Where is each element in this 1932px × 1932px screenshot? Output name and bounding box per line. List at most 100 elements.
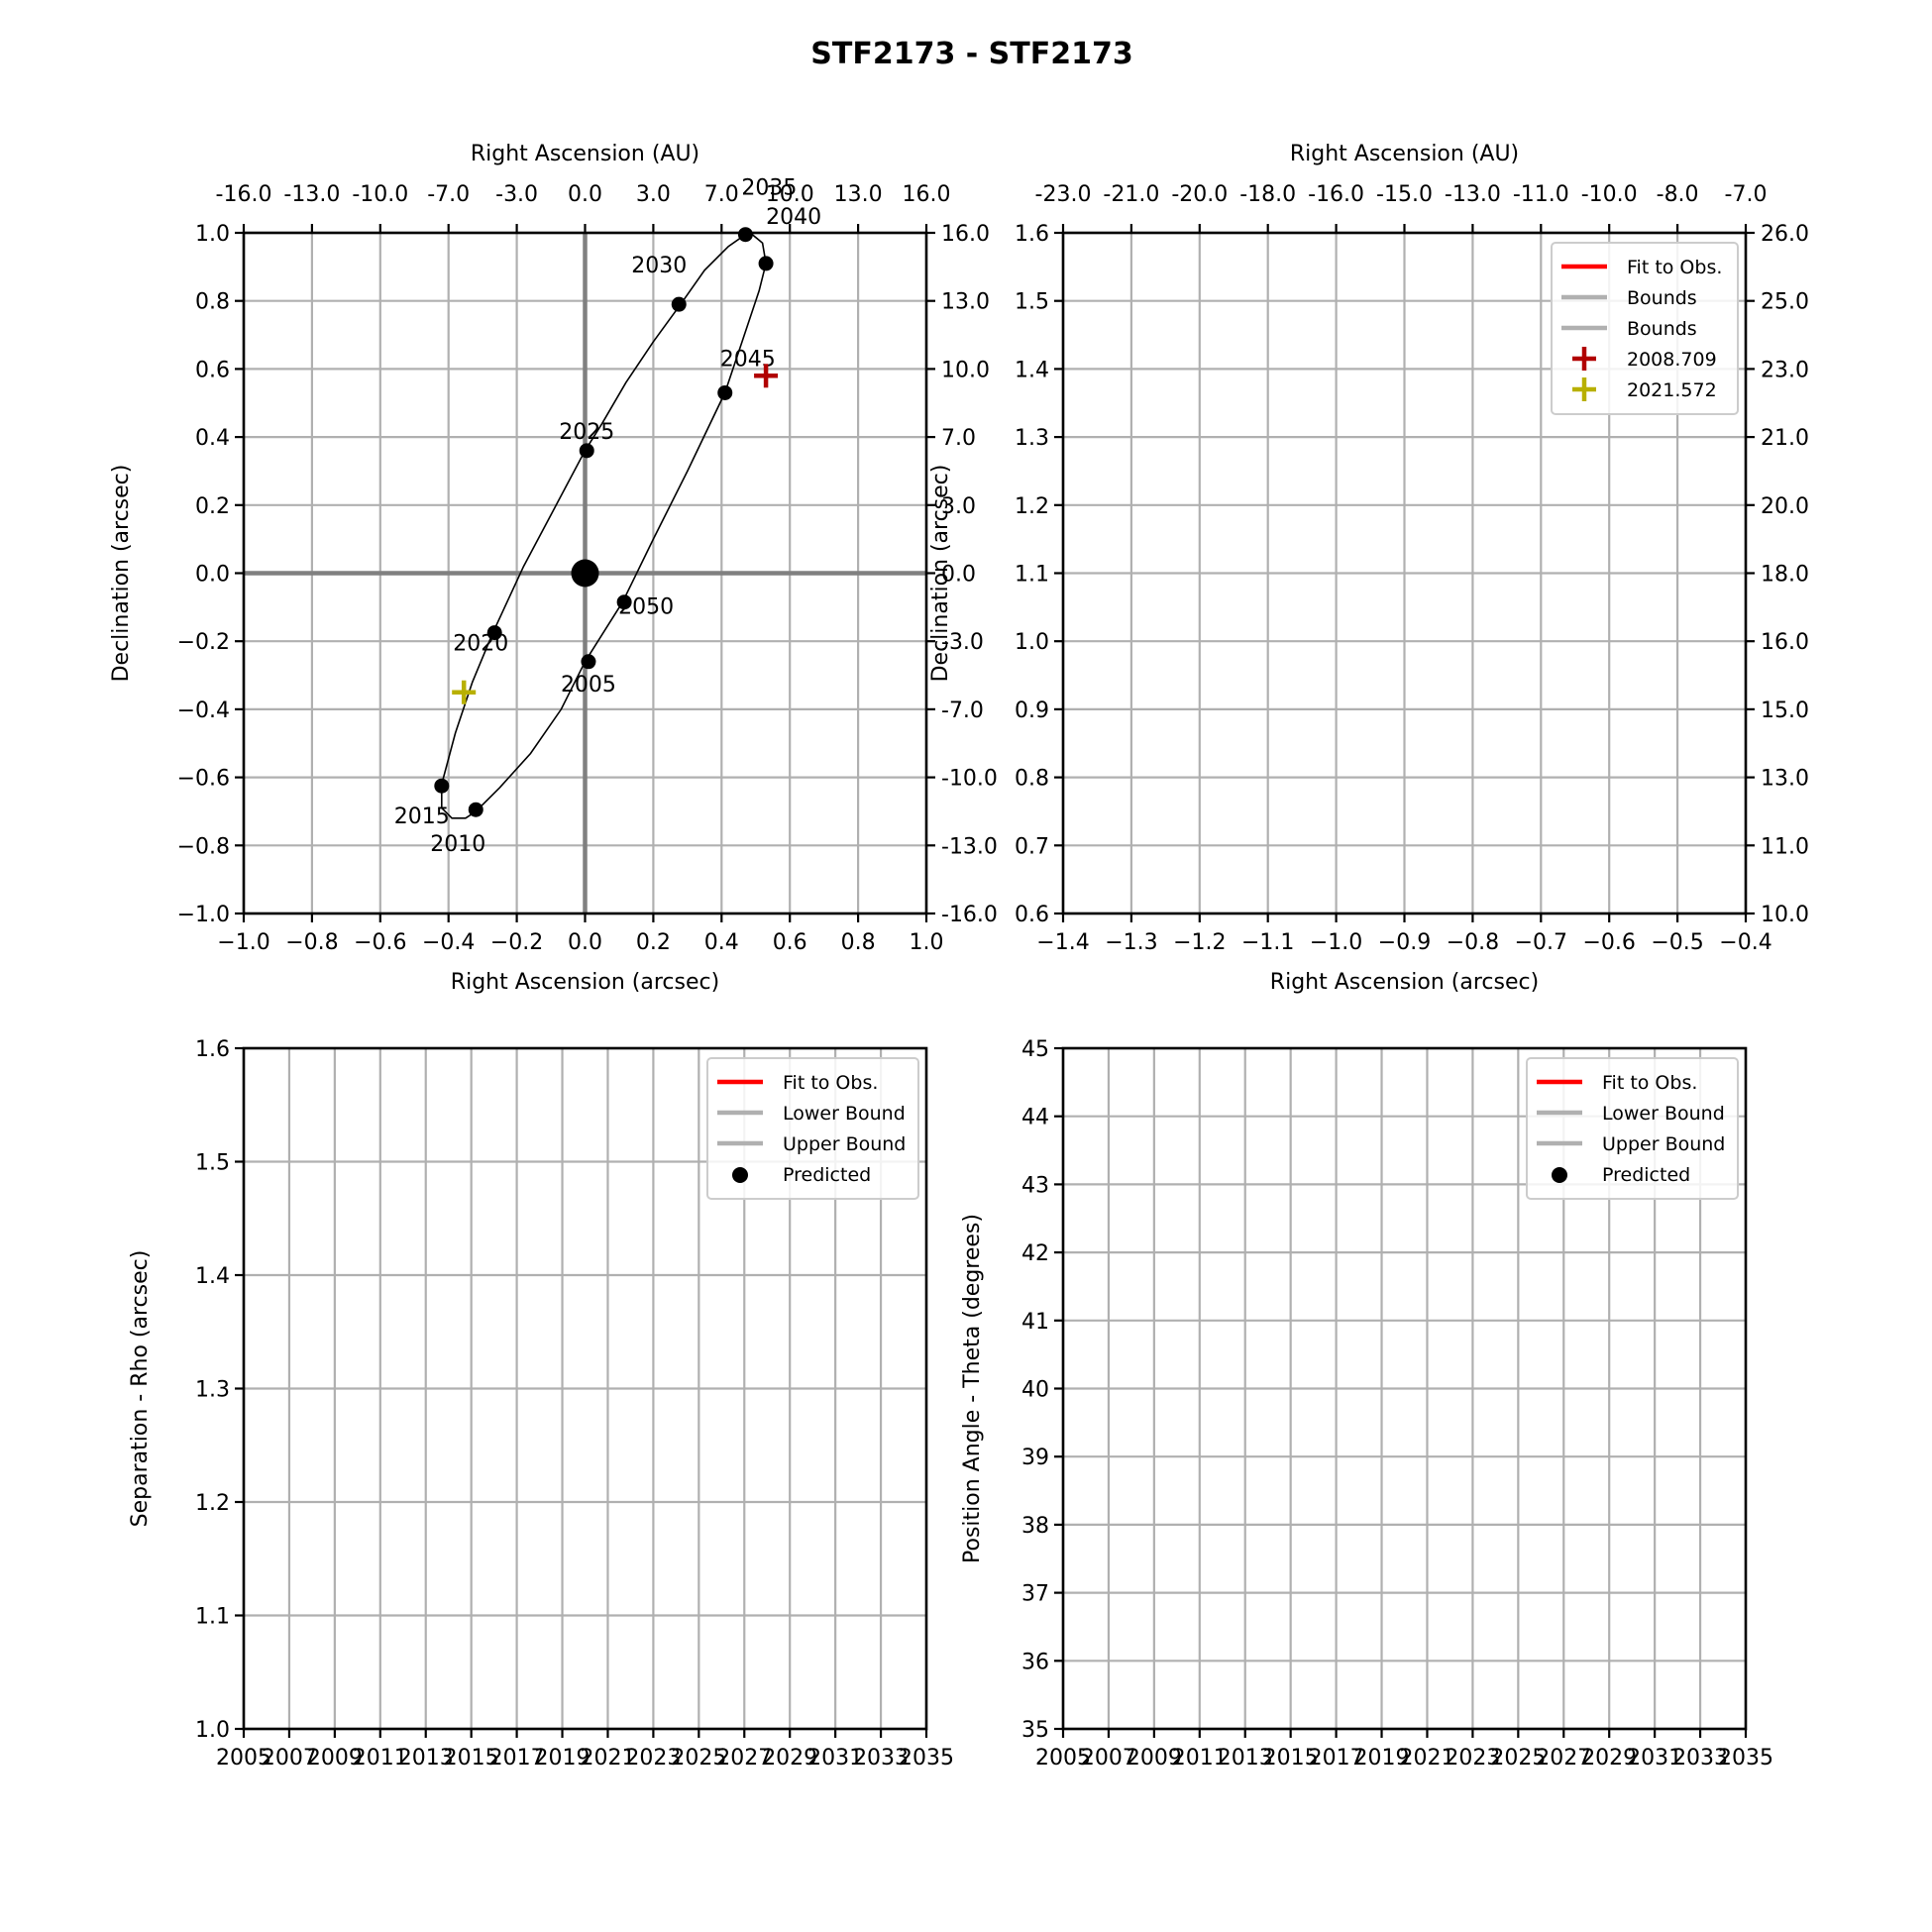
epoch-point xyxy=(671,296,687,312)
x-tick-label: 1.0 xyxy=(910,930,944,955)
y-tick-label: 38 xyxy=(1021,1514,1049,1539)
right-y-tick-label: -3.0 xyxy=(941,630,984,655)
legend-box xyxy=(1526,1057,1739,1200)
epoch-point xyxy=(468,802,483,817)
right-y-tick-label: -7.0 xyxy=(941,698,984,723)
top-x-axis-label: Right Ascension (AU) xyxy=(471,142,699,166)
y-tick-label: 37 xyxy=(1021,1582,1049,1607)
x-tick-label: 2007 xyxy=(262,1746,317,1771)
legend-label: Bounds xyxy=(1627,318,1697,340)
y-tick-label: −0.2 xyxy=(177,630,230,655)
x-tick-label: −0.5 xyxy=(1651,930,1703,955)
epoch-point xyxy=(717,384,733,400)
x-tick-label: 2017 xyxy=(489,1746,545,1771)
x-tick-label: 2027 xyxy=(716,1746,772,1771)
x-tick-label: 2025 xyxy=(1490,1746,1546,1771)
y-tick-label: −0.6 xyxy=(177,767,230,792)
legend: Fit to Obs. Lower Bound Upper Bound Predict… xyxy=(706,1057,919,1200)
legend-label: Fit to Obs. xyxy=(1602,1072,1697,1094)
legend-label: Upper Bound xyxy=(783,1133,906,1155)
x-tick-label: 2021 xyxy=(1399,1746,1454,1771)
y-tick-label: 0.7 xyxy=(1015,834,1049,859)
primary-star xyxy=(571,559,599,588)
epoch-label: 2040 xyxy=(766,205,821,230)
top-x-tick-label: 10.0 xyxy=(766,182,814,207)
x-tick-label: −0.4 xyxy=(422,930,475,955)
x-tick-label: 0.2 xyxy=(636,930,671,955)
x-tick-label: 2005 xyxy=(216,1746,271,1771)
y-axis-label: Declination (arcsec) xyxy=(928,465,953,683)
x-tick-label: −1.0 xyxy=(1310,930,1362,955)
legend-label: Upper Bound xyxy=(1602,1133,1725,1155)
right-y-tick-label: 18.0 xyxy=(1761,563,1809,588)
top-x-tick-label: -15.0 xyxy=(1376,182,1433,207)
axes-frame xyxy=(1061,231,1748,915)
right-y-tick-label: 13.0 xyxy=(1761,767,1809,792)
y-tick-label: 1.4 xyxy=(1015,358,1049,382)
top-x-tick-label: -8.0 xyxy=(1657,182,1699,207)
top-x-tick-label: -16.0 xyxy=(216,182,272,207)
epoch-point xyxy=(758,256,774,271)
x-tick-label: −0.2 xyxy=(490,930,543,955)
y-tick-label: −0.8 xyxy=(177,834,230,859)
right-y-tick-label: 3.0 xyxy=(941,494,976,519)
y-tick-label: 1.2 xyxy=(195,1491,230,1516)
y-tick-label: 0.6 xyxy=(1015,903,1049,927)
top-x-tick-label: 3.0 xyxy=(636,182,671,207)
legend-label: 2008.709 xyxy=(1627,349,1717,371)
y-tick-label: 44 xyxy=(1021,1106,1049,1130)
legend-label: Fit to Obs. xyxy=(783,1072,878,1094)
right-y-tick-label: 20.0 xyxy=(1761,494,1809,519)
x-tick-label: 2009 xyxy=(1127,1746,1182,1771)
x-tick-label: 2007 xyxy=(1081,1746,1136,1771)
epoch-label: 2015 xyxy=(394,805,450,829)
top-x-tick-label: -21.0 xyxy=(1103,182,1159,207)
top-x-tick-label: -10.0 xyxy=(352,182,408,207)
x-tick-label: 0.0 xyxy=(568,930,602,955)
top-x-tick-label: -11.0 xyxy=(1513,182,1569,207)
x-tick-label: 2011 xyxy=(353,1746,408,1771)
y-tick-label: 1.4 xyxy=(195,1264,230,1289)
epoch-point xyxy=(737,227,753,243)
legend-dot-swatch xyxy=(1552,1167,1567,1183)
y-tick-label: 0.6 xyxy=(195,358,230,382)
orbit-path xyxy=(440,233,767,819)
y-tick-label: 0.4 xyxy=(195,426,230,451)
y-tick-label: 0.9 xyxy=(1015,698,1049,723)
legend-dot-swatch xyxy=(732,1167,748,1183)
legend-label: Lower Bound xyxy=(1602,1103,1725,1125)
top-x-tick-label: -10.0 xyxy=(1581,182,1638,207)
right-y-tick-label: -13.0 xyxy=(941,834,998,859)
y-axis-label: Separation - Rho (arcsec) xyxy=(128,1250,153,1528)
x-tick-label: 2021 xyxy=(580,1746,635,1771)
x-tick-label: −0.8 xyxy=(1447,930,1499,955)
legend-label: Bounds xyxy=(1627,287,1697,309)
top-x-tick-label: -7.0 xyxy=(427,182,470,207)
right-y-tick-label: 11.0 xyxy=(1761,834,1809,859)
right-y-tick-label: 10.0 xyxy=(1761,903,1809,927)
axes-frame xyxy=(1061,1046,1748,1731)
top-x-tick-label: -13.0 xyxy=(1445,182,1501,207)
y-tick-label: 1.0 xyxy=(195,1718,230,1743)
orbit-zoom-plot: −1.4 −1.3 −1.2 −1.1 −1.0 −0.9 −0.8 −0.7 −0.6 −0.5… xyxy=(928,142,1809,995)
y-tick-label: 40 xyxy=(1021,1378,1049,1403)
y-tick-label: 1.6 xyxy=(1015,222,1049,247)
y-tick-label: 0.2 xyxy=(195,494,230,519)
y-tick-label: 1.6 xyxy=(195,1037,230,1062)
y-tick-label: −0.4 xyxy=(177,698,230,723)
y-tick-label: 1.3 xyxy=(1015,426,1049,451)
top-x-tick-label: -13.0 xyxy=(283,182,340,207)
y-tick-label: 1.0 xyxy=(1015,630,1049,655)
epoch-point xyxy=(616,594,632,610)
y-tick-label: 1.2 xyxy=(1015,494,1049,519)
top-x-tick-label: -3.0 xyxy=(495,182,538,207)
orbit-plot: −1.0 −0.8 −0.6 −0.4 −0.2 0.0 0.2 0.4 0.6 0.8 1.0 −1… xyxy=(109,142,998,995)
x-tick-label: −0.7 xyxy=(1515,930,1567,955)
epoch-point xyxy=(581,654,596,670)
top-x-tick-label: 13.0 xyxy=(834,182,883,207)
x-tick-label: 2025 xyxy=(671,1746,726,1771)
x-tick-label: 2011 xyxy=(1172,1746,1228,1771)
y-tick-label: 0.0 xyxy=(195,563,230,588)
position-angle-plot: 2005200720092011201320152017201920212023… xyxy=(960,1037,1773,1771)
legend: Fit to Obs. Lower Bound Upper Bound Predict… xyxy=(1526,1057,1739,1200)
